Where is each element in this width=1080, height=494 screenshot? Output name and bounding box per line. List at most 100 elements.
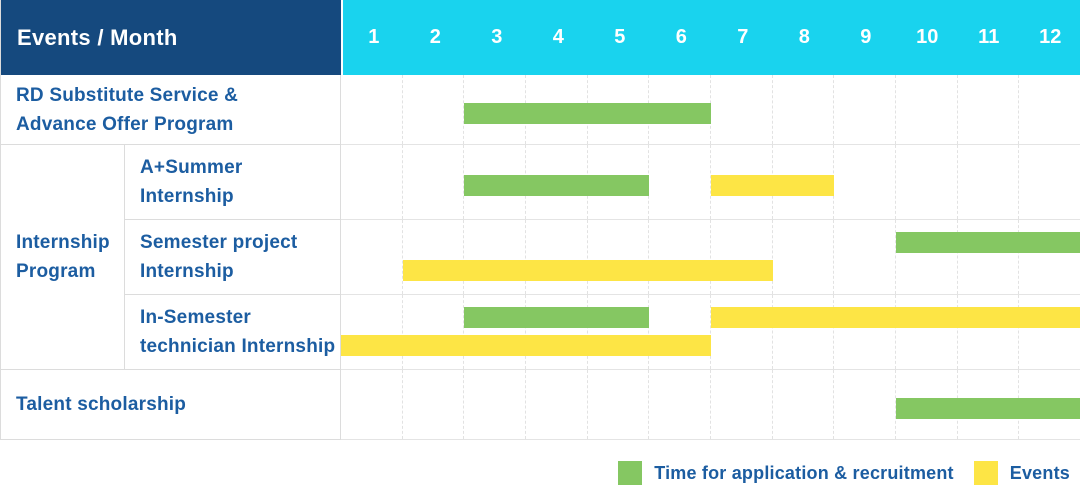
- row-label-line: Internship: [140, 261, 234, 282]
- month-label: 9: [860, 26, 872, 48]
- month-gridline-cell: [773, 295, 835, 369]
- month-gridline-cell: [403, 75, 465, 144]
- timeline-row-a-plus-summer: [341, 145, 1080, 220]
- timeline-row-in-semester-technician: [341, 295, 1080, 370]
- month-label: 7: [737, 26, 749, 48]
- month-label: 8: [798, 26, 810, 48]
- month-gridline-cell: [341, 220, 403, 294]
- month-gridline-cell: [958, 295, 1020, 369]
- month-gridline-cell: [649, 295, 712, 369]
- month-gridline-cell: [526, 370, 588, 439]
- month-gridline-cell: [341, 75, 403, 144]
- month-gridline-cell: [341, 295, 403, 369]
- month-gridline-cell: [896, 295, 958, 369]
- month-gridline-cell: [464, 295, 527, 369]
- gantt-bar-yellow: [711, 175, 835, 196]
- month-gridline-cell: [588, 295, 650, 369]
- month-gridline-cell: [464, 370, 527, 439]
- month-gridline-cell: [464, 220, 527, 294]
- month-gridline-cell: [1019, 75, 1080, 144]
- month-gridline-cell: [834, 145, 897, 219]
- legend-swatch-green-icon: [618, 461, 643, 485]
- month-label: 12: [1039, 26, 1062, 48]
- month-gridline-cell: [588, 220, 650, 294]
- month-label: 11: [978, 26, 1000, 48]
- legend-swatch-yellow-icon: [973, 461, 998, 485]
- month-gridline-cell: [649, 220, 712, 294]
- month-gridline-cell: [526, 220, 588, 294]
- month-gridline-cell: [773, 220, 835, 294]
- month-gridline-cell: [711, 370, 773, 439]
- table-header-title: Events / Month: [1, 0, 341, 75]
- month-gridline-cell: [834, 75, 897, 144]
- month-gridline-cell: [649, 370, 712, 439]
- month-gridline-cell: [711, 220, 773, 294]
- gantt-bar-yellow: [341, 335, 711, 356]
- month-gridline-cell: [958, 145, 1020, 219]
- gantt-bar-green: [464, 307, 650, 328]
- gantt-bar-yellow: [402, 260, 773, 281]
- group-label-line: Internship: [16, 232, 110, 253]
- legend-item-events: Events: [973, 461, 1070, 485]
- legend-item-recruitment: Time for application & recruitment: [618, 461, 954, 485]
- timeline-row-talent-scholarship: [341, 370, 1080, 440]
- month-gridline-cell: [403, 370, 465, 439]
- row-label-line: A+Summer: [140, 157, 243, 178]
- row-label-rd-substitute: RD Substitute Service & Advance Offer Pr…: [1, 75, 341, 145]
- gantt-bar-green: [464, 175, 650, 196]
- month-gridline-cell: [773, 75, 835, 144]
- month-gridline-cell: [834, 295, 897, 369]
- month-gridline-cell: [403, 145, 465, 219]
- group-label-line: Program: [16, 261, 96, 282]
- month-gridline-cell: [649, 145, 712, 219]
- gantt-bar-green: [896, 397, 1080, 419]
- row-label-in-semester-technician: In-Semester technician Internship: [125, 295, 341, 370]
- gantt-bar-green: [896, 232, 1080, 253]
- legend-label: Events: [1009, 462, 1070, 483]
- legend: Time for application & recruitment Event…: [618, 461, 1070, 485]
- month-gridline-cell: [773, 370, 835, 439]
- row-label-line: RD Substitute Service &: [16, 84, 239, 106]
- month-gridline-cell: [341, 145, 403, 219]
- gantt-bar-green: [464, 102, 711, 124]
- month-label: 2: [429, 26, 441, 48]
- month-gridline-cell: [526, 295, 588, 369]
- row-label-line: Internship: [140, 186, 234, 207]
- row-label-semester-project: Semester project Internship: [125, 220, 341, 295]
- gantt-bar-yellow: [711, 307, 1080, 328]
- row-label-line: Advance Offer Program: [16, 113, 234, 135]
- timeline-row-rd-substitute: [341, 75, 1080, 145]
- month-gridline-cell: [834, 370, 897, 439]
- month-gridline-cell: [711, 295, 773, 369]
- group-label-internship-program: Internship Program: [1, 145, 125, 370]
- month-gridline-cell: [896, 220, 958, 294]
- row-label-line: In-Semester: [140, 307, 251, 328]
- legend-label: Time for application & recruitment: [654, 462, 954, 483]
- row-label-talent-scholarship: Talent scholarship: [1, 370, 341, 440]
- month-gridline-cell: [896, 145, 958, 219]
- month-label: 6: [675, 26, 687, 48]
- row-label-a-plus-summer: A+Summer Internship: [125, 145, 341, 220]
- month-header-row: 1 2 3 4 5 6 7 8 9 10 11 12: [341, 0, 1080, 75]
- month-gridline-cell: [958, 220, 1020, 294]
- month-label: 10: [916, 26, 939, 48]
- month-label: 3: [491, 26, 503, 48]
- row-label-line: Talent scholarship: [16, 394, 187, 415]
- row-label-line: technician Internship: [140, 336, 336, 357]
- month-gridline-cell: [834, 220, 897, 294]
- month-gridline-cell: [711, 75, 773, 144]
- month-gridline-cell: [958, 75, 1020, 144]
- events-month-table: Events / Month 1 2 3 4 5 6 7 8 9 10 11 12 RD Substi…: [0, 0, 1080, 440]
- row-label-line: Semester project: [140, 232, 298, 253]
- month-label: 1: [368, 26, 380, 48]
- month-gridline-cell: [403, 295, 465, 369]
- table-header-title-text: Events / Month: [17, 24, 178, 50]
- month-label: 5: [614, 26, 626, 48]
- month-gridline-cell: [896, 75, 958, 144]
- timeline-row-semester-project: [341, 220, 1080, 295]
- month-gridline-cell: [403, 220, 465, 294]
- month-label: 4: [552, 26, 564, 48]
- month-gridline-cell: [1019, 145, 1080, 219]
- month-gridline-cell: [588, 370, 650, 439]
